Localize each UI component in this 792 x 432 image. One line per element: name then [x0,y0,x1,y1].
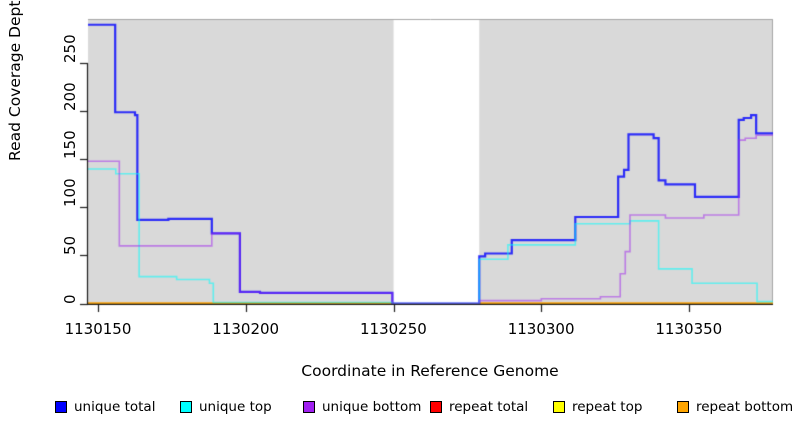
legend-item-unique-top: unique top [180,399,272,415]
legend-label: repeat total [449,399,529,415]
repeat-bottom-swatch-icon [677,401,689,413]
legend-item-repeat-top: repeat top [553,399,643,415]
legend-label: repeat bottom [696,399,792,415]
legend-label: unique top [199,399,272,415]
unique-total-swatch-icon [55,401,67,413]
unique-top-swatch-icon [180,401,192,413]
repeat-total-swatch-icon [430,401,442,413]
plot-area [0,0,792,360]
legend-label: unique total [74,399,156,415]
legend-item-repeat-bottom: repeat bottom [677,399,792,415]
x-tick-label: 1130300 [507,320,575,338]
x-tick-label: 1130150 [64,320,132,338]
legend-item-unique-bottom: unique bottom [303,399,422,415]
repeat-top-swatch-icon [553,401,565,413]
legend-item-repeat-total: repeat total [430,399,529,415]
legend-label: repeat top [572,399,643,415]
legend-item-unique-total: unique total [55,399,156,415]
x-tick-label: 1130250 [359,320,427,338]
unique-bottom-swatch-icon [303,401,315,413]
x-tick-label: 1130350 [655,320,723,338]
x-axis-title: Coordinate in Reference Genome [301,362,559,380]
x-tick-label: 1130200 [212,320,280,338]
legend-label: unique bottom [322,399,422,415]
